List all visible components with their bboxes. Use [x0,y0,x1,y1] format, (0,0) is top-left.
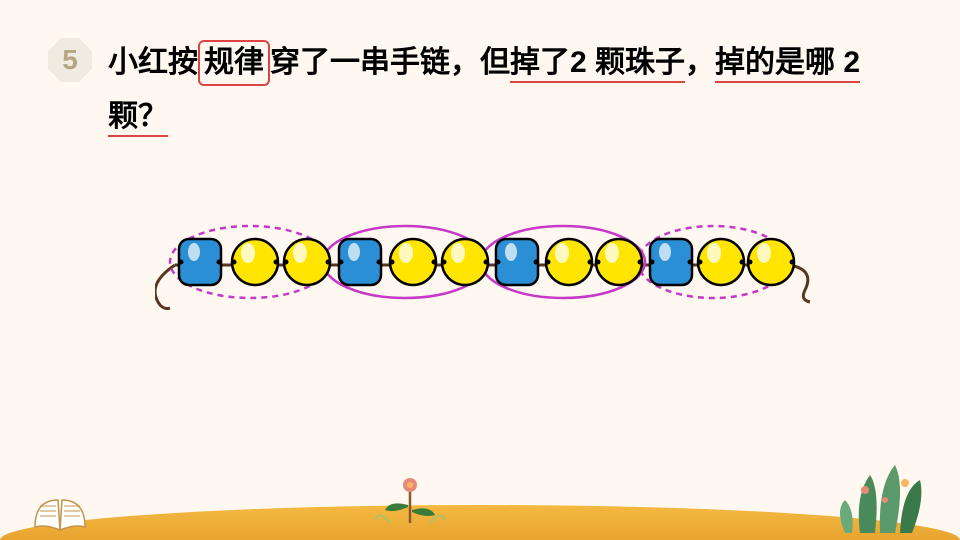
q-part3: ， [685,46,715,79]
bead-11 [748,239,795,285]
book-icon [30,492,90,532]
q-underline1: 掉了2 颗珠子 [510,46,685,83]
question-text: 小红按规律穿了一串手链，但掉了2 颗珠子，掉的是哪 2 颗？ [108,36,910,144]
bead-3 [339,239,382,285]
bead-10 [698,239,745,285]
q-highlight1: 规律 [198,40,270,86]
footer-decoration [0,460,960,540]
plant-left-icon [370,475,450,525]
bracelet-svg [155,210,835,320]
bracelet-diagram [155,210,835,320]
plant-right-icon [830,455,940,535]
bead-8 [596,239,643,285]
badge-number: 5 [62,44,78,76]
bead-4 [390,239,437,285]
beads-group [179,239,795,285]
q-part1: 小红按 [108,46,198,79]
bead-5 [442,239,489,285]
bead-0 [179,239,222,285]
bead-6 [496,239,539,285]
q-part2: 穿了一串手链，但 [270,46,510,79]
bead-9 [650,239,693,285]
bead-1 [232,239,279,285]
question-number-badge: 5 [48,38,92,82]
bead-2 [284,239,331,285]
bead-7 [546,239,593,285]
ground-shape [0,505,960,540]
